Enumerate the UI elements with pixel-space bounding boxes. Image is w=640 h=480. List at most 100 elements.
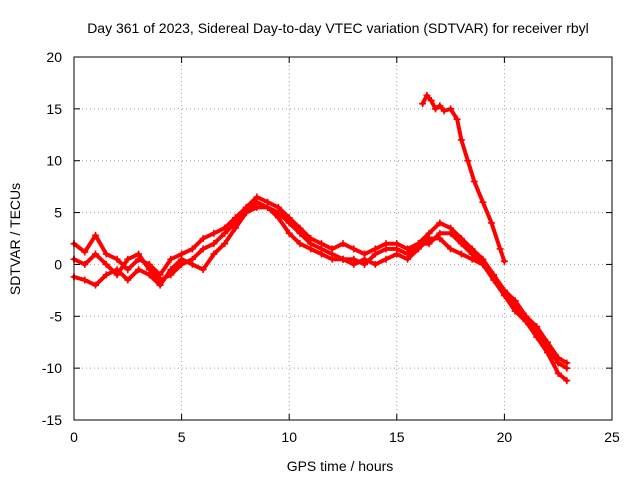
data-point (221, 240, 229, 248)
data-point (167, 271, 175, 279)
data-point (339, 240, 347, 248)
data-point (135, 266, 143, 274)
data-point (436, 102, 444, 110)
data-point (453, 115, 461, 123)
y-tick-label: -5 (50, 308, 63, 324)
data-point (440, 107, 448, 115)
data-point (188, 255, 196, 263)
data-point (432, 105, 440, 113)
y-tick-label: -10 (42, 360, 62, 376)
data-point (113, 271, 121, 279)
data-point (457, 250, 465, 258)
x-tick-label: 0 (70, 429, 78, 445)
data-point (543, 349, 551, 357)
data-point (317, 245, 325, 253)
data-point (419, 100, 427, 108)
data-point (554, 354, 562, 362)
y-tick-label: 20 (46, 49, 62, 65)
data-point (447, 105, 455, 113)
data-point (199, 245, 207, 253)
data-point (371, 250, 379, 258)
data-point (199, 235, 207, 242)
data-point (199, 266, 207, 274)
y-tick-label: 15 (46, 101, 62, 117)
series-sat-c (70, 203, 571, 367)
data-point (468, 250, 476, 258)
data-point (436, 219, 444, 227)
data-point (328, 250, 336, 258)
data-point (533, 323, 541, 331)
data-point (188, 245, 196, 253)
x-tick-label: 10 (281, 429, 297, 445)
data-point (470, 177, 478, 185)
y-tick-label: 5 (54, 205, 62, 221)
data-point (487, 219, 495, 227)
tick-layer: 0 5 10 15 20 25 -15 -10 -5 0 5 10 15 20 (42, 49, 620, 445)
data-point (543, 338, 551, 346)
data-point (533, 333, 541, 341)
data-point (307, 240, 315, 248)
x-tick-label: 15 (389, 429, 405, 445)
data-point (92, 281, 100, 289)
data-point (382, 255, 390, 263)
data-point (210, 240, 218, 248)
data-point (350, 255, 358, 263)
plot-frame (73, 56, 613, 421)
data-point (496, 245, 504, 253)
data-point (423, 91, 431, 99)
data-point (382, 245, 390, 253)
data-point (113, 255, 121, 263)
data-point (361, 260, 369, 268)
chart-title: Day 361 of 2023, Sidereal Day-to-day VTE… (87, 20, 589, 36)
data-point (156, 276, 164, 284)
data-point (92, 231, 100, 239)
data-point (563, 377, 571, 385)
data-point (464, 157, 472, 165)
data-point (221, 229, 229, 237)
data-point (253, 203, 261, 211)
data-point (500, 289, 508, 297)
x-tick-label: 25 (604, 429, 620, 445)
data-point (350, 245, 358, 253)
data-point (447, 229, 455, 237)
data-point (264, 203, 272, 211)
data-point (500, 257, 508, 265)
series-sat-d (419, 91, 508, 265)
data-point (511, 302, 519, 310)
data-point (414, 240, 422, 248)
data-point (210, 250, 218, 258)
data-point (436, 229, 444, 237)
data-point (296, 229, 304, 237)
data-point (447, 245, 455, 253)
data-point (296, 240, 304, 248)
x-tick-label: 5 (178, 429, 186, 445)
data-point (457, 240, 465, 248)
data-point (81, 260, 89, 268)
data-point (274, 209, 282, 217)
data-point (285, 219, 293, 227)
data-point (457, 136, 465, 144)
data-point (210, 229, 218, 237)
y-tick-label: 10 (46, 153, 62, 169)
data-point (81, 276, 89, 284)
data-point (178, 260, 186, 268)
data-point (393, 245, 401, 253)
y-tick-label: -15 (42, 412, 62, 428)
data-point (102, 271, 110, 279)
data-point (425, 240, 433, 248)
data-point (371, 260, 379, 268)
y-axis-label: SDTVAR / TECUs (7, 183, 23, 295)
data-point (563, 359, 571, 367)
data-point (145, 266, 153, 274)
data-point (102, 260, 110, 268)
data-point (522, 312, 530, 320)
data-point (135, 250, 143, 258)
data-point (92, 250, 100, 258)
y-tick-label: 0 (54, 256, 62, 272)
data-point (124, 255, 132, 263)
data-point (102, 250, 110, 258)
series-layer (70, 91, 571, 385)
data-point (231, 219, 239, 227)
